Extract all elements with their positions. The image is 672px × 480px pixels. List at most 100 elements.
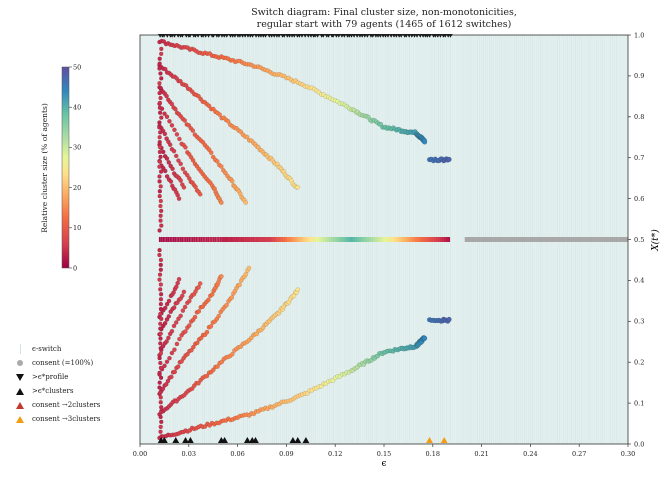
center-band-segment xyxy=(523,237,526,242)
cluster-point xyxy=(169,123,175,128)
x-tick-label: 0.15 xyxy=(377,450,391,458)
center-band-segment xyxy=(367,237,369,242)
cluster-point xyxy=(172,347,177,352)
center-band-segment xyxy=(543,237,546,242)
cluster-point xyxy=(158,365,164,371)
legend-item-cluster-threshold: >ϵ*clusters xyxy=(12,384,100,398)
center-band-segment xyxy=(432,237,434,242)
cluster-point xyxy=(230,351,235,357)
cluster-point xyxy=(169,350,175,356)
cluster-point xyxy=(175,364,181,369)
center-band-segment xyxy=(281,237,284,242)
cluster-point xyxy=(172,369,177,375)
center-band-segment xyxy=(541,237,544,242)
center-band-segment xyxy=(225,237,228,242)
center-band-segment xyxy=(570,237,573,242)
center-band-segment xyxy=(395,237,398,242)
cluster-threshold-marker xyxy=(252,437,259,443)
legend-label: >ϵ*profile xyxy=(32,373,69,381)
legend-label: ϵ-switch xyxy=(32,345,62,353)
center-band-segment xyxy=(258,237,260,242)
center-band-segment xyxy=(402,237,405,242)
legend-line-icon xyxy=(19,344,21,354)
cluster-point xyxy=(196,309,202,314)
center-band-segment xyxy=(235,237,237,242)
center-band-segment xyxy=(247,237,249,242)
center-band-segment xyxy=(385,237,387,242)
center-band-segment xyxy=(424,237,427,242)
center-band-segment xyxy=(443,237,446,242)
cluster-point xyxy=(181,289,187,295)
center-band-segment xyxy=(202,237,204,242)
cluster-point xyxy=(169,374,174,380)
center-band-segment xyxy=(409,237,411,242)
center-band-segment xyxy=(426,237,429,242)
cluster-point xyxy=(159,223,164,228)
center-band-segment xyxy=(591,237,593,242)
center-band-segment xyxy=(388,237,390,242)
center-band-segment xyxy=(615,237,618,242)
y-tick-label: 0.2 xyxy=(634,359,644,367)
cluster-point xyxy=(157,66,162,71)
y-tick-label: 0.3 xyxy=(634,318,644,326)
center-band-segment xyxy=(577,237,580,242)
cluster-point xyxy=(187,323,192,328)
center-band-segment xyxy=(233,237,236,242)
cluster-point xyxy=(168,179,174,184)
center-band-segment xyxy=(310,237,313,242)
center-band-segment xyxy=(361,237,364,242)
cluster-point xyxy=(158,414,163,420)
center-band-segment xyxy=(299,237,302,242)
cluster-threshold-marker xyxy=(172,437,180,443)
legend-label: >ϵ*clusters xyxy=(32,387,74,395)
colorbar-label: Relative cluster size (% of agents) xyxy=(40,103,49,233)
center-band-segment xyxy=(501,237,504,242)
cluster-point xyxy=(164,156,170,161)
center-band-segment xyxy=(575,237,577,242)
center-band-segment xyxy=(477,237,480,242)
colorbar xyxy=(61,66,70,269)
center-band-segment xyxy=(525,237,527,242)
center-band-segment xyxy=(498,237,501,242)
triangle-down-icon xyxy=(16,373,24,381)
center-band-segment xyxy=(351,237,354,242)
center-band-segment xyxy=(211,237,213,242)
center-band-segment xyxy=(421,237,423,242)
center-band-segment xyxy=(433,237,436,242)
cluster-point xyxy=(167,142,173,147)
center-band-segment xyxy=(292,237,295,242)
center-band-segment xyxy=(289,237,292,242)
cluster-point xyxy=(157,355,162,361)
cluster-point xyxy=(215,159,220,164)
cluster-point xyxy=(158,154,163,160)
center-band-segment xyxy=(368,237,371,242)
center-band-segment xyxy=(583,237,585,242)
center-band-segment xyxy=(255,237,258,242)
center-band-segment xyxy=(252,237,255,242)
cluster-point xyxy=(295,287,301,292)
center-band-segment xyxy=(432,237,435,242)
center-band-segment xyxy=(331,237,333,242)
cluster-point xyxy=(189,386,195,391)
center-band-segment xyxy=(259,237,262,242)
center-band-segment xyxy=(324,237,327,242)
center-band-segment xyxy=(383,237,386,242)
center-band-segment xyxy=(437,237,440,242)
colorbar-tick-label: 20 xyxy=(73,184,81,192)
center-band-segment xyxy=(514,237,517,242)
cluster-point xyxy=(182,304,188,310)
center-band-segment xyxy=(246,237,248,242)
legend-item-profile-threshold: >ϵ*profile xyxy=(12,370,100,384)
center-band-segment xyxy=(280,237,282,242)
center-band-segment xyxy=(431,237,433,242)
center-band-segment xyxy=(513,237,516,242)
center-band-segment xyxy=(612,237,614,242)
cluster-point xyxy=(188,155,194,160)
center-band-segment xyxy=(416,237,419,242)
center-band-segment xyxy=(553,237,555,242)
center-band-segment xyxy=(309,237,311,242)
center-band-segment xyxy=(400,237,403,242)
cluster-point xyxy=(162,321,168,326)
center-band-segment xyxy=(550,237,553,242)
center-band-segment xyxy=(342,237,344,242)
